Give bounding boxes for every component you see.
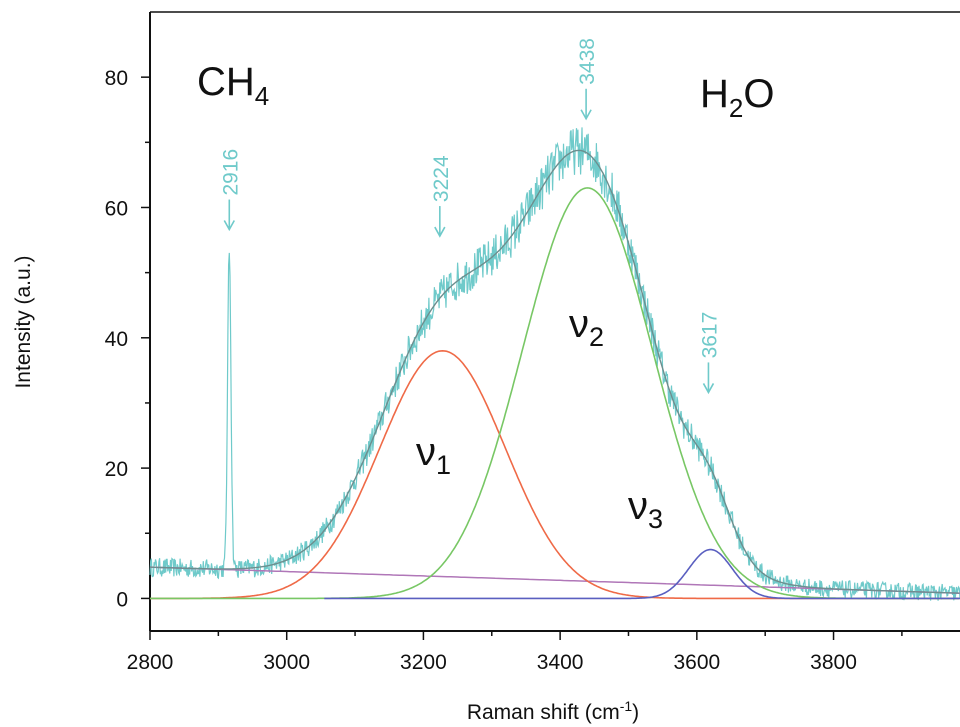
peak-annotation: 3438: [576, 38, 599, 121]
peak-label: 3438: [576, 38, 599, 85]
x-tick-label: 3400: [537, 651, 584, 674]
peak-annotations: 2916 3224 3438 3617: [219, 38, 721, 395]
nu2-subscript: 2: [589, 322, 604, 352]
h2o-label-subscript: 2: [729, 93, 743, 123]
nu2-symbol: ν: [569, 302, 589, 346]
nu3-symbol: ν: [628, 484, 648, 528]
curves: [149, 127, 960, 601]
h2o-label-tail: O: [743, 72, 774, 116]
nu1-label: ν1: [416, 430, 451, 480]
plot-frame: [149, 11, 960, 632]
peak-arrow-head: [580, 109, 592, 121]
peak-annotation: 2916: [219, 149, 242, 232]
y-tick-label: 80: [105, 67, 128, 90]
peak-arrow-head: [434, 226, 446, 238]
fit-line: [149, 149, 960, 594]
nu2-label: ν2: [569, 302, 604, 352]
nu1-subscript: 1: [436, 450, 451, 480]
y-ticks: 0 20 40 60 80: [105, 67, 150, 611]
x-tick-label: 2800: [127, 651, 174, 674]
h2o-label: H2O: [700, 72, 774, 123]
nu1-symbol: ν: [416, 430, 436, 474]
x-ticks: 2800 3000 3200 3400 3600 3800: [127, 631, 903, 674]
peak-annotation: 3224: [430, 155, 453, 238]
y-tick-label: 60: [105, 197, 128, 220]
x-axis-label-superscript: -1: [620, 698, 633, 714]
peak-label: 2916: [219, 149, 242, 196]
x-tick-label: 3000: [263, 651, 310, 674]
nu3-label: ν3: [628, 484, 663, 534]
x-axis-label-close: ): [632, 701, 639, 724]
peak-label: 3617: [698, 312, 721, 359]
ch4-label-main: CH: [197, 60, 255, 104]
peak-annotation: 3617: [698, 312, 721, 395]
x-axis-label: Raman shift (cm-1): [467, 698, 639, 724]
y-tick-label: 40: [105, 328, 128, 351]
peak-arrow-head: [223, 220, 235, 232]
x-axis-label-text: Raman shift (cm: [467, 701, 620, 724]
nu3-component-line: [324, 548, 960, 600]
peak-label: 3224: [430, 155, 453, 202]
x-tick-label: 3600: [673, 651, 720, 674]
y-tick-label: 20: [105, 458, 128, 481]
x-tick-label: 3200: [400, 651, 447, 674]
h2o-label-main: H: [700, 72, 729, 116]
peak-arrow-head: [702, 383, 715, 395]
nu3-subscript: 3: [648, 504, 663, 534]
x-tick-label: 3800: [810, 651, 857, 674]
ch4-label-subscript: 4: [255, 81, 269, 111]
y-axis-label: Intensity (a.u.): [12, 255, 35, 388]
ch4-label: CH4: [197, 60, 269, 111]
y-tick-label: 0: [116, 588, 128, 611]
